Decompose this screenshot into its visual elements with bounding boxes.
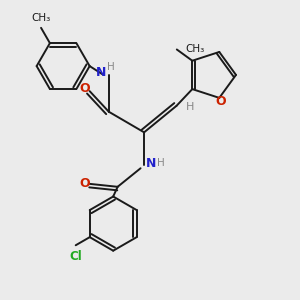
- Text: O: O: [79, 82, 90, 95]
- Text: O: O: [79, 177, 90, 190]
- Text: H: H: [186, 102, 194, 112]
- Text: N: N: [146, 157, 156, 170]
- Text: CH₃: CH₃: [185, 44, 204, 54]
- Text: N: N: [96, 66, 106, 79]
- Text: CH₃: CH₃: [32, 13, 51, 23]
- Text: H: H: [107, 62, 115, 72]
- Text: H: H: [157, 158, 165, 168]
- Text: O: O: [215, 95, 226, 108]
- Text: Cl: Cl: [69, 250, 82, 263]
